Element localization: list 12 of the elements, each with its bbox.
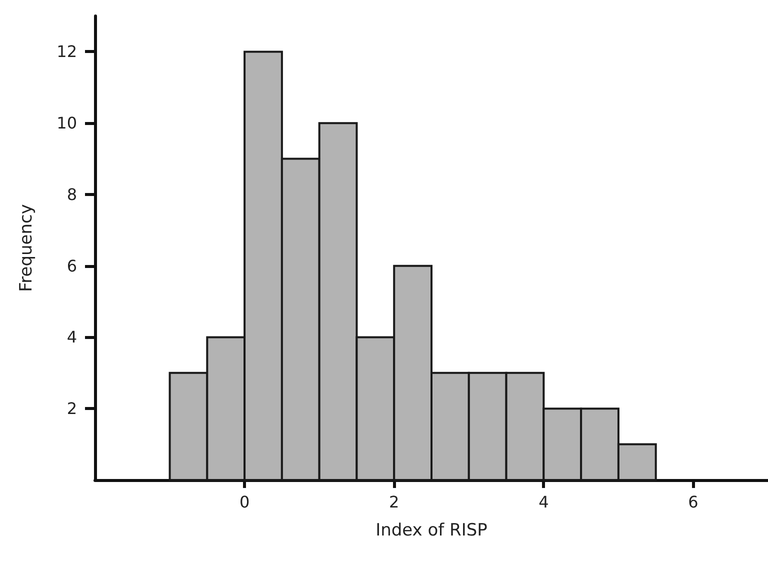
x-tick-label: 0 <box>239 492 250 512</box>
y-tick-label: 8 <box>66 184 77 204</box>
x-tick-label: 2 <box>389 492 400 512</box>
x-tick-label: 6 <box>688 492 698 512</box>
y-axis-title: Frequency <box>16 204 36 292</box>
y-tick-label: 4 <box>66 328 77 347</box>
y-tick-label: 10 <box>56 114 77 133</box>
y-tick-label: 12 <box>56 42 77 62</box>
y-tick-label: 2 <box>66 399 77 418</box>
x-tick-label: 4 <box>538 492 549 512</box>
x-axis-title: Index of RISP <box>376 520 488 540</box>
y-tick-label: 6 <box>66 256 77 276</box>
